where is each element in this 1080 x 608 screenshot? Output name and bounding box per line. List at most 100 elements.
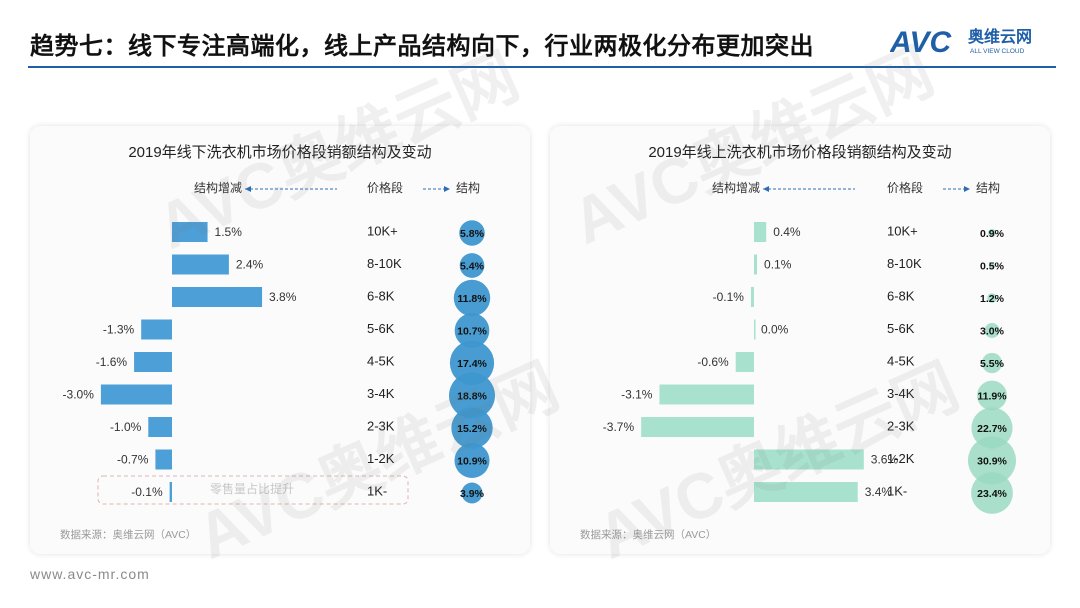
online-change-bar — [735, 352, 754, 372]
offline-change-bar — [134, 352, 172, 372]
online-change-label: 0.4% — [773, 225, 801, 239]
online-share-label: 1.2% — [980, 293, 1005, 305]
offline-share-bubble — [459, 220, 485, 246]
online-arrowhead-right — [964, 186, 970, 192]
offline-arrowhead-right — [444, 186, 450, 192]
online-segment-label: 3-4K — [887, 386, 915, 401]
offline-segment-label: 8-10K — [367, 256, 402, 271]
online-chart-panel: 2019年线上洗衣机市场价格段销额结构及变动 结构增减 价格段 结构 0.4% 10K+ 0… — [550, 126, 1050, 554]
online-change-bar — [659, 384, 754, 405]
online-share-label: 22.7% — [977, 423, 1007, 435]
online-share-label: 3.0% — [980, 325, 1005, 337]
online-change-label: 3.6% — [871, 453, 899, 467]
offline-chart-title: 2019年线下洗衣机市场价格段销额结构及变动 — [128, 144, 431, 161]
offline-share-label: 17.4% — [457, 358, 487, 370]
offline-change-label: -1.6% — [96, 355, 128, 369]
avc-logo: AVC 奥维云网 ALL VIEW CLOUD — [890, 26, 1032, 59]
offline-change-bar — [141, 319, 172, 340]
online-segment-label: 4-5K — [887, 353, 915, 368]
offline-share-label: 3.9% — [460, 488, 485, 500]
online-share-bubble — [971, 472, 1013, 514]
page-title: 趋势七：线下专注高端化，线上产品结构向下，行业两极化分布更加突出 — [30, 33, 814, 60]
offline-share-bubble — [449, 372, 495, 419]
online-segment-label: 10K+ — [887, 223, 918, 238]
offline-chart-panel: 2019年线下洗衣机市场价格段销额结构及变动 结构增减 价格段 结构 零售量占比提升 1.… — [30, 126, 530, 554]
online-chart-title: 2019年线上洗衣机市场价格段销额结构及变动 — [648, 144, 951, 161]
logo-en: ALL VIEW CLOUD — [970, 48, 1025, 55]
offline-share-label: 5.8% — [460, 228, 485, 240]
online-share-label: 0.5% — [980, 260, 1005, 272]
offline-segment-label: 3-4K — [367, 386, 395, 401]
online-header-segment: 价格段 — [887, 180, 923, 195]
offline-annotation-text: 零售量占比提升 — [210, 481, 294, 496]
offline-share-label: 5.4% — [460, 260, 485, 272]
offline-change-bar — [172, 222, 208, 242]
online-share-bubble — [988, 262, 996, 269]
online-segment-label: 5-6K — [887, 321, 915, 336]
online-change-label: -3.1% — [621, 388, 653, 402]
logo-cn: 奥维云网 — [968, 27, 1032, 46]
offline-share-bubble — [454, 442, 490, 479]
offline-change-bar — [172, 287, 263, 307]
offline-segment-label: 1K- — [367, 483, 387, 498]
website-url: www.avc-mr.com — [30, 566, 150, 582]
offline-segment-label: 5-6K — [367, 321, 395, 336]
offline-share-bubble — [449, 340, 495, 386]
online-change-bar — [754, 254, 758, 275]
offline-change-label: 1.5% — [215, 225, 243, 239]
online-change-label: 0.1% — [764, 258, 792, 272]
offline-change-label: -0.1% — [131, 485, 163, 499]
online-header-share: 结构 — [976, 180, 1000, 195]
online-segment-label: 6-8K — [887, 288, 915, 303]
offline-share-bubble — [461, 482, 483, 504]
offline-share-bubble — [451, 407, 493, 449]
offline-source: 数据来源：奥维云网（AVC） — [60, 528, 196, 541]
offline-segment-label: 4-5K — [367, 353, 395, 368]
online-change-bar — [754, 482, 858, 502]
offline-change-bar — [100, 384, 172, 405]
offline-segment-label: 2-3K — [367, 418, 395, 433]
offline-change-label: -1.0% — [110, 420, 142, 434]
offline-share-label: 10.9% — [457, 455, 487, 467]
logo-letters: AVC — [890, 26, 952, 59]
online-share-bubble — [968, 436, 1016, 485]
offline-header-share: 结构 — [456, 180, 480, 195]
offline-annotation-box — [97, 475, 409, 505]
online-share-label: 5.5% — [980, 358, 1005, 370]
online-change-bar — [754, 319, 756, 340]
offline-share-label: 18.8% — [457, 390, 487, 402]
online-change-label: -3.7% — [603, 420, 635, 434]
online-share-label: 23.4% — [977, 488, 1007, 500]
online-share-label: 0.9% — [980, 228, 1005, 240]
offline-segment-label: 10K+ — [367, 223, 398, 238]
online-segment-label: 1K- — [887, 483, 907, 498]
online-share-bubble — [984, 323, 1000, 338]
offline-change-bar — [148, 417, 172, 437]
online-segment-label: 1-2K — [887, 451, 915, 466]
offline-arrowhead-left — [245, 186, 251, 192]
online-change-bar — [754, 222, 767, 242]
online-share-bubble — [977, 380, 1007, 411]
offline-share-bubble — [454, 313, 490, 348]
title-divider — [28, 66, 1056, 68]
online-change-label: 0.0% — [761, 323, 789, 337]
offline-change-label: -1.3% — [103, 323, 135, 337]
offline-share-label: 10.7% — [457, 325, 487, 337]
offline-share-bubble — [453, 279, 491, 317]
online-change-label: -0.6% — [697, 355, 729, 369]
offline-share-label: 15.2% — [457, 423, 487, 435]
offline-header-change: 结构增减 — [194, 180, 242, 195]
online-segment-label: 2-3K — [887, 418, 915, 433]
online-share-label: 11.9% — [977, 390, 1007, 402]
offline-change-label: 3.8% — [269, 290, 297, 304]
offline-change-bar — [155, 449, 172, 470]
offline-segment-label: 6-8K — [367, 288, 395, 303]
online-share-label: 30.9% — [977, 455, 1007, 467]
online-share-bubble — [987, 293, 997, 303]
online-change-bar — [754, 449, 864, 470]
offline-change-bar — [169, 482, 172, 502]
online-arrowhead-left — [763, 186, 769, 192]
online-segment-label: 8-10K — [887, 256, 922, 271]
